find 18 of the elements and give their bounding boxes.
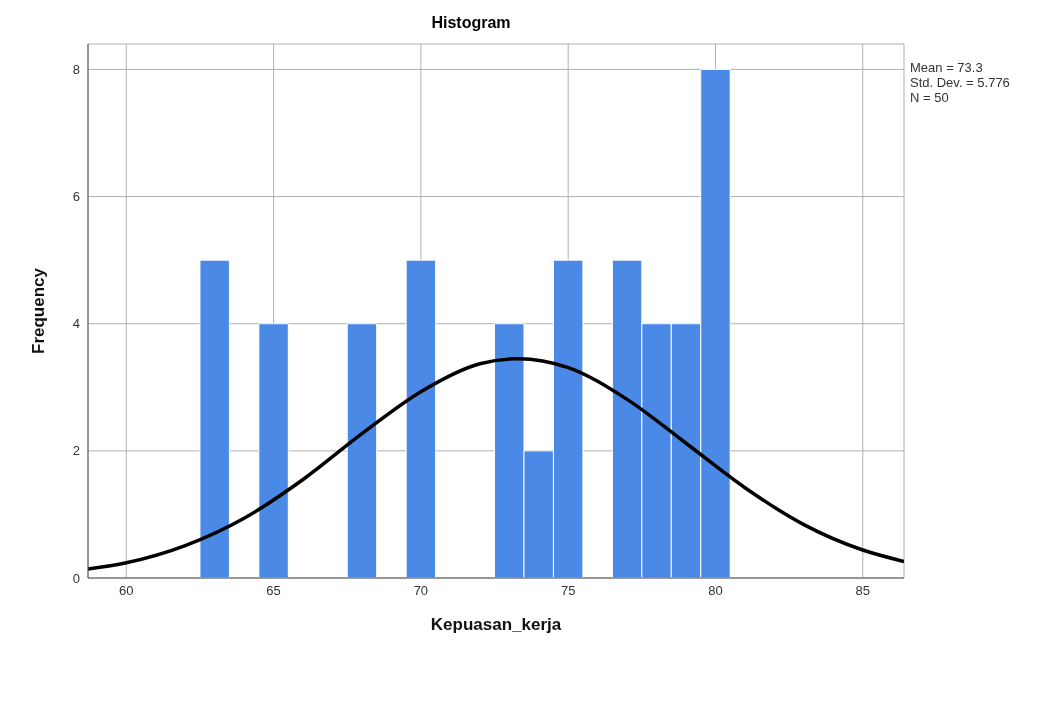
y-tick-label: 0 (72, 570, 80, 586)
x-tick-label: 75 (560, 583, 576, 599)
x-tick-label: 60 (119, 583, 134, 599)
line-series (88, 356, 904, 571)
x-axis-title: Kepuasan_kerja (430, 615, 562, 634)
y-tick-label: 8 (72, 62, 80, 78)
x-tick-label: 80 (708, 583, 723, 599)
x-tick-label: 85 (855, 583, 870, 599)
y-tick-label: 6 (72, 189, 80, 205)
y-axis-title: Frequency (29, 267, 49, 354)
text: Std. Dev. = 5.776 (910, 75, 1010, 90)
y-tick-label: 4 (72, 316, 80, 332)
chart-title: Histogram (430, 14, 512, 32)
text: Mean = 73.3 (910, 60, 984, 75)
x-tick-label: 65 (266, 583, 281, 599)
x-tick-label: 70 (413, 583, 429, 599)
text: N = 50 (910, 90, 950, 105)
y-tick-label: 2 (72, 443, 80, 459)
